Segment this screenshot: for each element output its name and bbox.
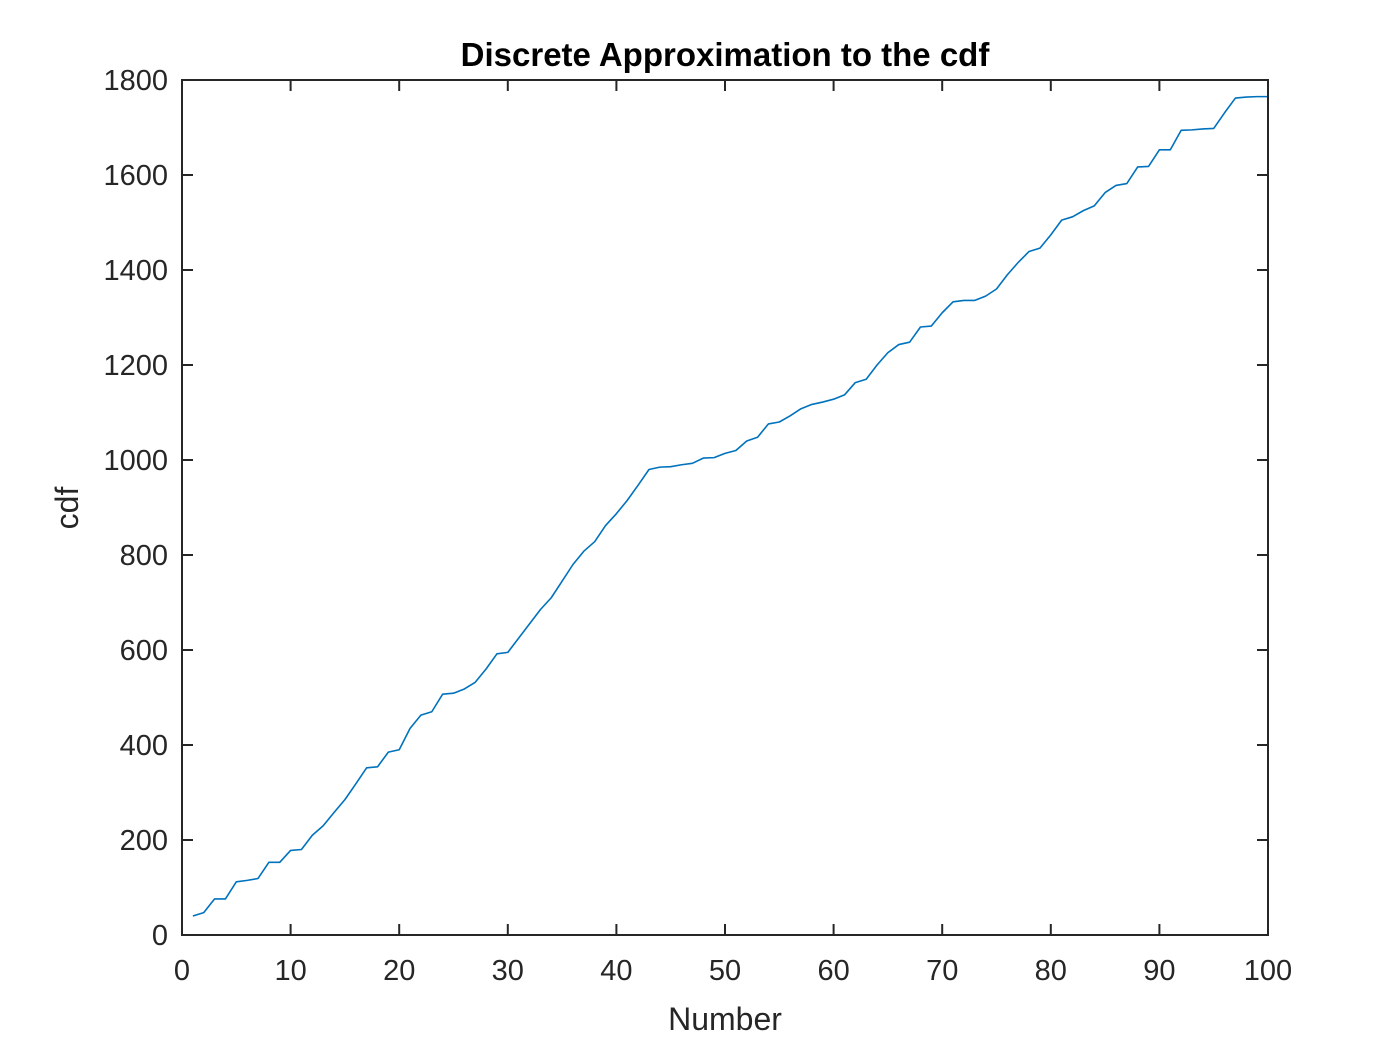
- y-tick-label: 0: [152, 920, 168, 952]
- plot-area: [182, 80, 1268, 935]
- y-tick-label: 1800: [103, 65, 168, 97]
- x-tick-label: 50: [709, 955, 741, 987]
- x-tick-label: 20: [383, 955, 415, 987]
- y-tick-label: 800: [120, 540, 168, 572]
- y-axis-label: cdf: [49, 487, 85, 530]
- series-lines: [192, 95, 1268, 917]
- series-line: [192, 95, 1268, 917]
- y-tick-label: 1200: [103, 350, 168, 382]
- y-tick-label: 400: [120, 730, 168, 762]
- y-tick-label: 1600: [103, 160, 168, 192]
- x-tick-label: 80: [1035, 955, 1067, 987]
- x-tick-label: 0: [174, 955, 190, 987]
- y-tick-label: 200: [120, 825, 168, 857]
- chart-title: Discrete Approximation to the cdf: [461, 36, 991, 73]
- x-tick-label: 70: [926, 955, 958, 987]
- x-axis-label: Number: [668, 1001, 782, 1037]
- axes-box: [181, 79, 1269, 936]
- x-tick-label: 30: [492, 955, 524, 987]
- x-tick-label: 90: [1143, 955, 1175, 987]
- x-tick-label: 100: [1244, 955, 1292, 987]
- y-tick-label: 600: [120, 635, 168, 667]
- tick-labels: 0 10 20 30 40 50 60 70 80 90 100020040060080010001…: [103, 65, 1292, 987]
- x-tick-label: 40: [600, 955, 632, 987]
- x-tick-label: 10: [274, 955, 306, 987]
- y-tick-label: 1000: [103, 445, 168, 477]
- y-tick-label: 1400: [103, 255, 168, 287]
- x-tick-label: 60: [817, 955, 849, 987]
